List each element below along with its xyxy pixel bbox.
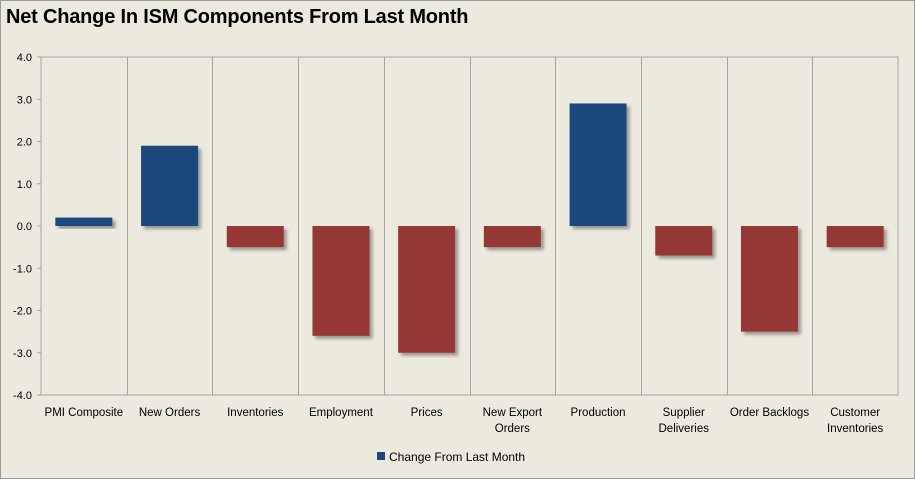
x-category-label: Production [571, 407, 626, 419]
x-category-label: Inventories [227, 407, 284, 419]
y-tick-label: -3.0 [13, 348, 32, 360]
bar-production [569, 103, 627, 226]
x-axis-category-labels: PMI Composite New Orders Inventories Employ… [45, 407, 884, 435]
bar-customer-inventories [826, 226, 884, 248]
y-tick-label: 4.0 [17, 52, 32, 64]
bar-order-backlogs [740, 226, 798, 332]
x-category-label: New Orders [139, 407, 201, 419]
bar-employment [312, 226, 370, 336]
x-category-label: New Export Orders [483, 407, 543, 435]
legend-swatch [377, 452, 385, 460]
x-category-label: Prices [411, 407, 443, 419]
y-tick-label: -2.0 [13, 306, 32, 318]
x-category-label: Order Backlogs [730, 407, 810, 419]
bar-supplier-deliveries [655, 226, 713, 256]
y-tick-label: -1.0 [13, 263, 32, 275]
bar-prices [398, 226, 456, 353]
y-tick-label: 3.0 [17, 94, 32, 106]
x-category-label: PMI Composite [45, 407, 124, 419]
y-tick-label: -4.0 [13, 390, 32, 402]
y-tick-label: 2.0 [17, 137, 32, 149]
x-category-label: Customer Inventories [827, 407, 884, 435]
legend: Change From Last Month [377, 450, 525, 464]
bar-pmi-composite [55, 217, 113, 226]
chart-title: Net Change In ISM Components From Last M… [6, 6, 469, 28]
legend-label: Change From Last Month [389, 450, 525, 464]
bar-new-orders [141, 145, 199, 226]
x-category-label: Employment [309, 407, 374, 419]
y-tick-label: 0.0 [17, 221, 32, 233]
y-tick-label: 1.0 [17, 179, 32, 191]
bars [55, 103, 884, 353]
bar-inventories [226, 226, 284, 248]
x-category-label: Supplier Deliveries [659, 407, 710, 435]
bar-new-export-orders [483, 226, 541, 248]
y-axis-tick-labels: 4.0 3.0 2.0 1.0 0.0 -1.0 -2.0 -3.0 -4.0 [13, 52, 41, 402]
